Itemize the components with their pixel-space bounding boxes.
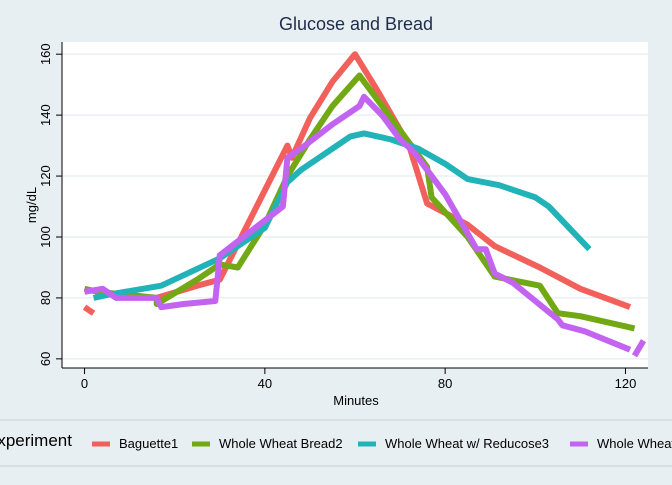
series-line <box>155 51 632 310</box>
legend-label: Whole Wheat w/ Reducose3 <box>385 436 549 451</box>
y-tick-label: 60 <box>38 352 53 366</box>
legend-label: Whole Wheat Bread2 <box>219 436 343 451</box>
y-tick-label: 100 <box>38 226 53 248</box>
legend: Experiment Baguette1 Whole Wheat Bread2 Who… <box>0 419 672 467</box>
series-line <box>83 72 636 332</box>
y-axis-label: mg/dL <box>24 187 39 223</box>
series-line <box>631 339 647 358</box>
y-tick-label: 120 <box>38 165 53 187</box>
chart-title: Glucose and Bread <box>279 14 433 34</box>
legend-label: Baguette1 <box>119 436 178 451</box>
legend-box <box>0 419 672 467</box>
y-tick-label: 80 <box>38 291 53 305</box>
series-line <box>92 130 592 301</box>
axes: 0 40 80 120 60 80 100 120 140 160 <box>38 42 648 391</box>
x-axis-label: Minutes <box>333 393 379 408</box>
y-tick-label: 140 <box>38 104 53 126</box>
series-line <box>84 93 632 353</box>
x-tick-label: 0 <box>81 376 88 391</box>
series-line <box>82 304 96 316</box>
x-tick-label: 120 <box>615 376 637 391</box>
series-lines <box>82 51 647 358</box>
legend-label: Whole Wheat <box>597 436 672 451</box>
x-tick-label: 40 <box>258 376 272 391</box>
legend-title: Experiment <box>0 431 72 450</box>
y-tick-label: 160 <box>38 43 53 65</box>
x-tick-label: 80 <box>438 376 452 391</box>
